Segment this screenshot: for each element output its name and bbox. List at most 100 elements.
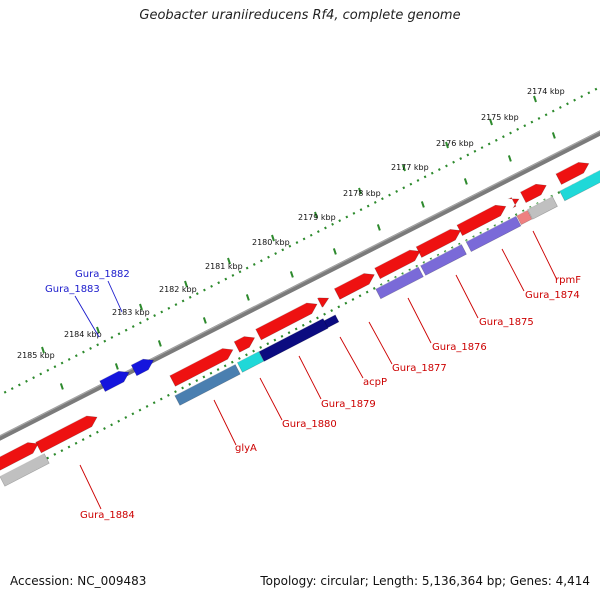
ruler-tick-inner xyxy=(202,317,207,324)
ruler-tick-inner xyxy=(114,363,119,370)
gene-label: Gura_1883 xyxy=(45,284,100,295)
gene-leader-line xyxy=(407,297,432,344)
cds-arrow-reverse xyxy=(130,358,155,377)
cds-arrow-highlight xyxy=(35,414,87,443)
category-box-highlight xyxy=(420,243,462,266)
cds-arrow xyxy=(507,196,520,209)
ruler-label: 2178 kbp xyxy=(343,189,381,198)
gene-label: Gura_1880 xyxy=(282,419,337,430)
ruler-tick-inner xyxy=(551,132,556,139)
gene-label: rpmF xyxy=(555,275,581,286)
cds-arrow-highlight xyxy=(508,196,512,199)
ruler-label: 2177 kbp xyxy=(391,163,429,172)
category-box-highlight xyxy=(237,350,259,363)
cds-arrow-highlight xyxy=(334,272,364,289)
ruler-tick-outer xyxy=(489,118,493,126)
ruler-tick-inner xyxy=(420,201,425,208)
gene-leader-line xyxy=(107,280,123,313)
cds-arrow-highlight xyxy=(169,347,223,376)
ruler-tick-inner xyxy=(376,224,381,231)
ruler-tick-inner xyxy=(463,178,468,185)
gene-label: Gura_1884 xyxy=(80,510,135,521)
ruler-tick-inner xyxy=(245,294,250,301)
ruler-tick-outer xyxy=(41,346,45,354)
ruler-tick-outer xyxy=(445,141,449,149)
gene-label: Gura_1876 xyxy=(432,342,487,353)
ruler-label: 2175 kbp xyxy=(481,113,519,122)
ruler-tick-outer xyxy=(96,326,100,334)
ruler-label: 2185 kbp xyxy=(17,351,55,360)
ruler-tick-outer xyxy=(533,95,537,103)
cds-arrow-reverse-highlight xyxy=(130,357,144,366)
ruler-tick-outer xyxy=(314,211,318,219)
ruler-tick-outer xyxy=(402,164,406,172)
gene-label: acpP xyxy=(363,377,387,388)
cds-arrow-reverse-highlight xyxy=(99,370,119,382)
ruler-label: 2180 kbp xyxy=(252,238,290,247)
gene-leader-line xyxy=(213,399,237,446)
cds-arrow-reverse xyxy=(99,370,130,392)
cds-arrow-highlight xyxy=(233,335,245,342)
gene-leader-line xyxy=(259,377,283,421)
category-box-highlight xyxy=(516,209,528,216)
category-box-highlight xyxy=(0,452,45,477)
category-box-highlight xyxy=(174,363,236,396)
gene-leader-line xyxy=(339,336,364,379)
category-box-highlight xyxy=(322,313,336,322)
ruler-tick-inner xyxy=(332,248,337,255)
cds-arrow-highlight xyxy=(255,301,307,330)
gene-label: Gura_1875 xyxy=(479,317,534,328)
category-box-highlight xyxy=(465,214,517,243)
ruler-tick-outer xyxy=(358,187,362,195)
cds-arrow-highlight xyxy=(374,248,410,269)
ruler-tick-inner xyxy=(289,271,294,278)
ruler-label: 2174 kbp xyxy=(527,87,565,96)
cds-arrow-highlight xyxy=(0,441,28,458)
ruler-label: 2184 kbp xyxy=(64,330,102,339)
cds-arrow-highlight xyxy=(456,204,496,226)
gene-label: Gura_1877 xyxy=(392,363,447,374)
ruler-tick-inner xyxy=(157,340,162,347)
gene-label: Gura_1874 xyxy=(525,290,580,301)
category-box-highlight xyxy=(375,265,419,290)
topology-summary: Topology: circular; Length: 5,136,364 bp… xyxy=(260,574,590,588)
gene-leader-line xyxy=(532,230,558,281)
ruler-tick-outer xyxy=(227,257,231,265)
figure-title: Geobacter uraniireducens Rf4, complete g… xyxy=(139,8,461,23)
accession-text: Accession: NC_009483 xyxy=(10,574,147,588)
gene-label: Gura_1879 xyxy=(321,399,376,410)
ruler-label: 2183 kbp xyxy=(112,308,150,317)
cds-arrow xyxy=(35,415,98,454)
gene-leader-line xyxy=(298,355,322,400)
ruler-label: 2179 kbp xyxy=(298,213,336,222)
cds-arrow xyxy=(520,183,547,204)
gene-leader-line xyxy=(79,464,102,510)
ruler-label: 2182 kbp xyxy=(159,285,197,294)
ruler-tick-outer xyxy=(271,234,275,242)
gene-leader-line xyxy=(74,295,100,338)
ruler-label: 2176 kbp xyxy=(436,139,474,148)
ruler-tick-outer xyxy=(139,303,143,311)
category-box-highlight xyxy=(559,168,600,192)
ruler-label: 2181 kbp xyxy=(205,262,243,271)
genome-backbone xyxy=(0,130,600,441)
gene-label: Gura_1882 xyxy=(75,269,130,280)
genome-backbone-highlight xyxy=(0,130,600,437)
category-box xyxy=(527,196,558,220)
category-box-highlight xyxy=(258,317,324,352)
category-box-highlight xyxy=(527,195,553,210)
cds-arrow-highlight xyxy=(520,183,536,193)
gene-leader-line xyxy=(455,274,479,319)
gene-label: glyA xyxy=(235,443,257,454)
cds-arrow xyxy=(317,297,330,308)
ruler-tick-outer xyxy=(184,280,188,288)
cds-arrow-highlight xyxy=(415,228,451,247)
outer-ruler-line xyxy=(0,85,600,397)
gene-leader-line xyxy=(501,248,525,292)
cds-arrow-highlight xyxy=(555,161,579,174)
gene-leader-line xyxy=(368,321,393,365)
ruler-tick-inner xyxy=(59,383,64,390)
ruler-tick-inner xyxy=(507,155,512,162)
